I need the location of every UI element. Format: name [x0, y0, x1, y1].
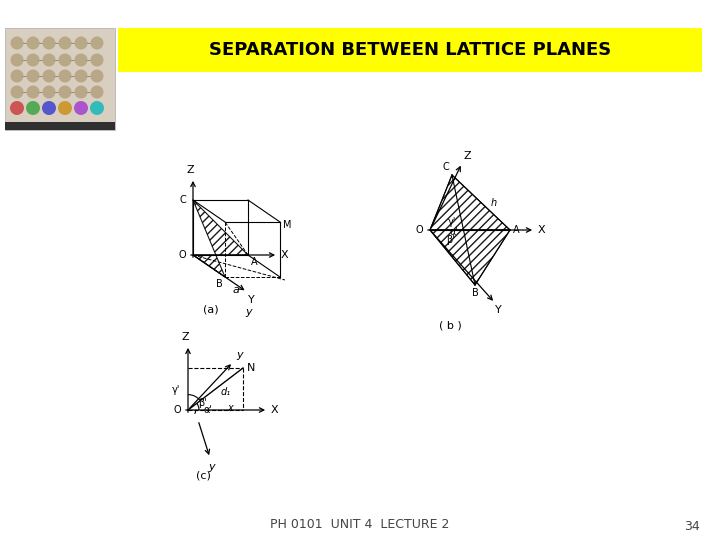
FancyBboxPatch shape: [118, 28, 702, 72]
Text: B: B: [216, 279, 223, 289]
Circle shape: [42, 53, 55, 66]
Text: (c): (c): [196, 470, 210, 480]
Text: α': α': [203, 405, 212, 415]
Circle shape: [42, 37, 55, 50]
Circle shape: [58, 53, 71, 66]
Text: O: O: [174, 405, 181, 415]
Text: O: O: [179, 250, 186, 260]
Text: α': α': [450, 227, 459, 237]
Circle shape: [74, 37, 88, 50]
Text: C: C: [442, 162, 449, 172]
Text: X: X: [281, 250, 289, 260]
Text: B: B: [472, 288, 478, 298]
Circle shape: [90, 101, 104, 115]
Text: γ': γ': [171, 385, 180, 395]
Text: Y: Y: [495, 305, 501, 315]
FancyBboxPatch shape: [5, 28, 115, 130]
Circle shape: [74, 101, 88, 115]
Text: (a): (a): [203, 305, 219, 315]
Circle shape: [42, 70, 55, 83]
Text: a: a: [233, 285, 240, 295]
Text: y: y: [236, 350, 243, 360]
Circle shape: [27, 37, 40, 50]
Text: Y: Y: [248, 295, 254, 305]
Circle shape: [42, 101, 56, 115]
Circle shape: [26, 101, 40, 115]
Circle shape: [27, 53, 40, 66]
Text: Z: Z: [181, 332, 189, 342]
Text: h: h: [491, 198, 497, 207]
Circle shape: [10, 101, 24, 115]
Text: y: y: [209, 462, 215, 472]
Text: X: X: [271, 405, 279, 415]
Text: γ': γ': [448, 217, 456, 227]
Text: N: N: [247, 363, 256, 373]
Text: O: O: [415, 225, 423, 235]
Circle shape: [74, 53, 88, 66]
Text: C: C: [179, 195, 186, 205]
Text: A: A: [513, 225, 520, 235]
Text: Z: Z: [464, 151, 472, 161]
Text: β': β': [446, 235, 455, 245]
Circle shape: [58, 70, 71, 83]
Circle shape: [74, 85, 88, 98]
Text: Z: Z: [186, 165, 194, 175]
Circle shape: [58, 85, 71, 98]
Circle shape: [27, 85, 40, 98]
Circle shape: [58, 37, 71, 50]
Text: M: M: [283, 220, 292, 230]
Text: d₁: d₁: [221, 387, 231, 397]
Text: x: x: [227, 403, 233, 413]
Circle shape: [91, 70, 104, 83]
Circle shape: [11, 70, 24, 83]
Circle shape: [91, 37, 104, 50]
Circle shape: [91, 53, 104, 66]
Circle shape: [58, 101, 72, 115]
Text: ( b ): ( b ): [438, 320, 462, 330]
Circle shape: [74, 70, 88, 83]
Circle shape: [42, 85, 55, 98]
Text: 34: 34: [684, 519, 700, 532]
Text: PH 0101  UNIT 4  LECTURE 2: PH 0101 UNIT 4 LECTURE 2: [270, 518, 450, 531]
Text: X: X: [538, 225, 546, 235]
Circle shape: [27, 70, 40, 83]
Text: β': β': [198, 398, 207, 408]
Circle shape: [11, 37, 24, 50]
Text: A: A: [251, 257, 258, 267]
Text: SEPARATION BETWEEN LATTICE PLANES: SEPARATION BETWEEN LATTICE PLANES: [209, 41, 611, 59]
Circle shape: [11, 53, 24, 66]
Circle shape: [91, 85, 104, 98]
Circle shape: [11, 85, 24, 98]
Text: y: y: [246, 307, 252, 317]
FancyBboxPatch shape: [5, 122, 115, 130]
